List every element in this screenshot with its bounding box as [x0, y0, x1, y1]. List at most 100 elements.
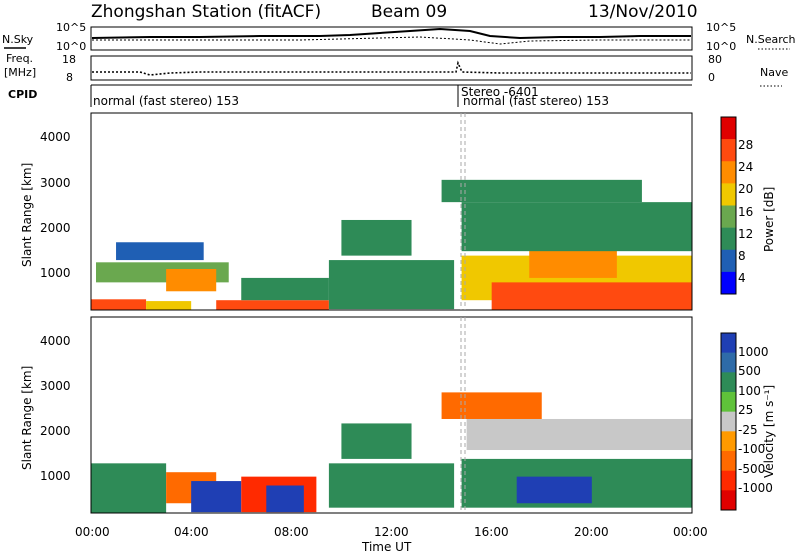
- power-region: [461, 202, 692, 252]
- nsearch-tick-top: 10^5: [706, 21, 736, 34]
- power-colorbar-swatch: [721, 117, 736, 140]
- power-colorbar-swatch: [721, 183, 736, 206]
- power-colorbar-label: 8: [738, 249, 746, 263]
- power-colorbar-label: 16: [738, 205, 753, 219]
- nsearch-trace: [92, 36, 691, 45]
- velocity-colorbar-swatch: [721, 451, 736, 471]
- power-colorbar: 28 24 20 16 12 8 4 Power [dB]: [720, 116, 776, 295]
- nave-tick-bottom: 0: [708, 71, 715, 84]
- xtick-label: 08:00: [274, 525, 309, 539]
- velocity-colorbar-label: 100: [738, 384, 761, 398]
- power-region: [116, 242, 204, 261]
- beam-title: Beam 09: [371, 2, 447, 22]
- power-panel: 4000 3000 2000 1000 Slant Range [km]: [20, 112, 693, 311]
- velocity-region: [466, 418, 692, 451]
- velocity-colorbar-label: 500: [738, 364, 761, 378]
- velocity-yticklabel: 2000: [40, 424, 71, 438]
- power-region: [216, 300, 329, 310]
- velocity-colorbar-swatch: [721, 372, 736, 393]
- power-yticklabel: 3000: [40, 176, 71, 190]
- power-region: [328, 260, 455, 310]
- nsky-tick-bottom: 10^0: [56, 40, 86, 53]
- x-axis: 00:00 04:00 08:00 12:00 16:00 20:00 00:0…: [75, 525, 708, 554]
- power-colorbar-swatch: [721, 205, 736, 228]
- power-region: [146, 301, 192, 310]
- power-region: [441, 179, 642, 203]
- power-region: [529, 246, 617, 278]
- velocity-colorbar-label: -25: [738, 423, 758, 437]
- cpid-segment-3: normal (fast stereo) 153: [463, 94, 609, 108]
- nsearch-label: N.Search: [746, 33, 796, 46]
- velocity-heatmap: [91, 392, 692, 513]
- velocity-colorbar-swatch: [721, 411, 736, 432]
- xtick-label: 12:00: [374, 525, 409, 539]
- station-title: Zhongshan Station (fitACF): [91, 2, 321, 22]
- power-yticklabel: 4000: [40, 130, 71, 144]
- freq-tick-bottom: 8: [66, 71, 73, 84]
- freq-label-line2: [MHz]: [4, 66, 36, 79]
- velocity-region: [441, 392, 542, 419]
- freq-label-line1: Freq.: [6, 52, 33, 65]
- freq-trace: [92, 60, 691, 76]
- xtick-label: 04:00: [174, 525, 209, 539]
- power-heatmap: [91, 179, 692, 310]
- velocity-colorbar-swatch: [721, 431, 736, 452]
- velocity-region: [91, 463, 167, 513]
- power-colorbar-label: 4: [738, 271, 746, 285]
- cpid-segment-2: Stereo -6401: [461, 85, 539, 99]
- power-colorbar-swatch: [721, 139, 736, 162]
- xtick-label: 00:00: [75, 525, 110, 539]
- velocity-yticklabel: 4000: [40, 334, 71, 348]
- velocity-colorbar-label: -100: [738, 442, 765, 456]
- power-ylabel: Slant Range [km]: [20, 163, 34, 267]
- velocity-yticklabel: 1000: [40, 469, 71, 483]
- velocity-colorbar-swatch: [721, 470, 736, 491]
- power-colorbar-label: 24: [738, 160, 753, 174]
- cpid-panel: CPID normal (fast stereo) 153 Stereo -64…: [8, 84, 692, 108]
- nsearch-tick-bottom: 10^0: [706, 40, 736, 53]
- power-region: [166, 268, 217, 292]
- power-yticklabel: 2000: [40, 221, 71, 235]
- xtick-label: 00:00: [673, 525, 708, 539]
- velocity-colorbar-label: -500: [738, 462, 765, 476]
- power-colorbar-swatch: [721, 161, 736, 184]
- nsky-label: N.Sky: [2, 33, 34, 46]
- nave-tick-top: 80: [708, 53, 722, 66]
- velocity-region: [516, 476, 592, 504]
- power-colorbar-label: 12: [738, 227, 753, 241]
- power-colorbar-label: 20: [738, 182, 753, 196]
- power-region: [341, 219, 412, 256]
- xtick-label: 20:00: [574, 525, 609, 539]
- velocity-colorbar: 1000 500 100 25 -25 -100 -500 -1000 Velo…: [720, 332, 776, 511]
- nsky-tick-top: 10^5: [56, 21, 86, 34]
- power-colorbar-swatch: [721, 227, 736, 251]
- velocity-panel: 4000 3000 2000 1000 Slant Range [km]: [20, 316, 693, 514]
- freq-tick-top: 18: [62, 53, 76, 66]
- nsky-trace: [91, 27, 691, 40]
- date-title: 13/Nov/2010: [588, 2, 698, 22]
- power-colorbar-swatch: [721, 249, 736, 273]
- velocity-colorbar-swatch: [721, 392, 736, 412]
- power-region: [491, 282, 692, 310]
- power-colorbar-title: Power [dB]: [762, 187, 776, 252]
- cpid-segment-1: normal (fast stereo) 153: [93, 94, 239, 108]
- nsky-panel: N.Sky 10^5 10^0 10^5 10^0 N.Search: [2, 21, 796, 53]
- freq-panel: Freq. [MHz] 18 8 80 0 Nave: [4, 52, 788, 87]
- velocity-colorbar-label: 25: [738, 403, 753, 417]
- velocity-colorbar-swatch: [721, 490, 736, 511]
- velocity-colorbar-swatch: [721, 333, 736, 353]
- cpid-label: CPID: [8, 88, 37, 101]
- xtick-label: 16:00: [474, 525, 509, 539]
- power-yticklabel: 1000: [40, 266, 71, 280]
- velocity-colorbar-swatch: [721, 352, 736, 373]
- velocity-colorbar-title: Velocity [m s⁻¹]: [762, 385, 776, 478]
- velocity-colorbar-label: -1000: [738, 481, 773, 495]
- velocity-region: [341, 423, 412, 459]
- power-region: [91, 299, 147, 310]
- nave-label: Nave: [760, 66, 788, 79]
- velocity-region: [328, 463, 455, 508]
- velocity-colorbar-label: 1000: [738, 345, 769, 359]
- velocity-yticklabel: 3000: [40, 379, 71, 393]
- velocity-region: [191, 481, 242, 513]
